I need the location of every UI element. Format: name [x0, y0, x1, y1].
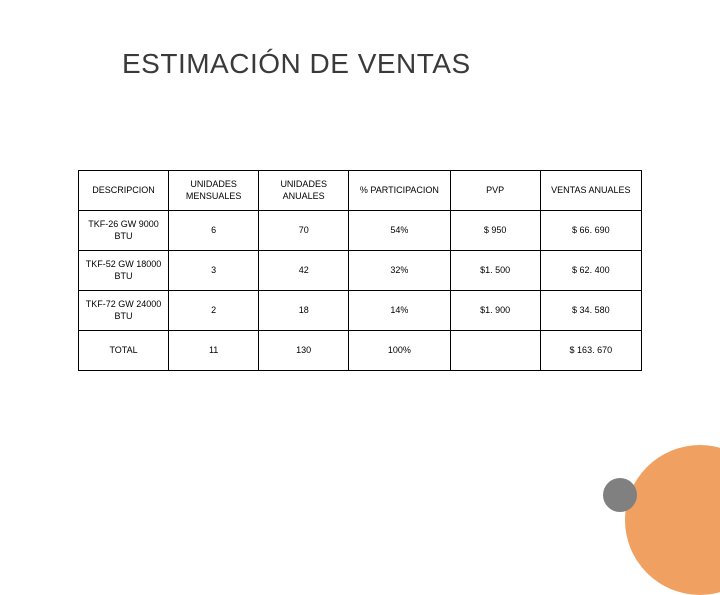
cell-va: $ 34. 580 [540, 291, 641, 331]
table-header-row: DESCRIPCION UNIDADES MENSUALES UNIDADES … [79, 171, 642, 211]
col-header-descripcion: DESCRIPCION [79, 171, 169, 211]
cell-part: 32% [349, 251, 450, 291]
col-header-pvp: PVP [450, 171, 540, 211]
cell-desc: TOTAL [79, 331, 169, 371]
cell-va: $ 66. 690 [540, 211, 641, 251]
cell-part: 54% [349, 211, 450, 251]
cell-um: 6 [169, 211, 259, 251]
col-header-ventas-anuales: VENTAS ANUALES [540, 171, 641, 211]
cell-ua: 42 [259, 251, 349, 291]
cell-pvp: $ 950 [450, 211, 540, 251]
cell-ua: 70 [259, 211, 349, 251]
cell-va: $ 163. 670 [540, 331, 641, 371]
cell-um: 3 [169, 251, 259, 291]
decorative-circle-large [625, 445, 720, 595]
cell-desc: TKF-72 GW 24000 BTU [79, 291, 169, 331]
cell-part: 100% [349, 331, 450, 371]
col-header-unidades-anuales: UNIDADES ANUALES [259, 171, 349, 211]
cell-pvp: $1. 900 [450, 291, 540, 331]
cell-desc: TKF-52 GW 18000 BTU [79, 251, 169, 291]
cell-va: $ 62. 400 [540, 251, 641, 291]
cell-um: 11 [169, 331, 259, 371]
cell-ua: 18 [259, 291, 349, 331]
slide: ESTIMACIÓN DE VENTAS DESCRIPCION UNIDADE… [0, 0, 720, 540]
table-row: TKF-26 GW 9000 BTU 6 70 54% $ 950 $ 66. … [79, 211, 642, 251]
table-row-total: TOTAL 11 130 100% $ 163. 670 [79, 331, 642, 371]
sales-table-container: DESCRIPCION UNIDADES MENSUALES UNIDADES … [78, 170, 642, 371]
col-header-participacion: % PARTICIPACION [349, 171, 450, 211]
table-row: TKF-72 GW 24000 BTU 2 18 14% $1. 900 $ 3… [79, 291, 642, 331]
cell-um: 2 [169, 291, 259, 331]
cell-ua: 130 [259, 331, 349, 371]
col-header-unidades-mensuales: UNIDADES MENSUALES [169, 171, 259, 211]
cell-pvp [450, 331, 540, 371]
table-row: TKF-52 GW 18000 BTU 3 42 32% $1. 500 $ 6… [79, 251, 642, 291]
page-title: ESTIMACIÓN DE VENTAS [122, 48, 471, 80]
cell-pvp: $1. 500 [450, 251, 540, 291]
sales-table: DESCRIPCION UNIDADES MENSUALES UNIDADES … [78, 170, 642, 371]
cell-part: 14% [349, 291, 450, 331]
cell-desc: TKF-26 GW 9000 BTU [79, 211, 169, 251]
decorative-circle-small [603, 478, 637, 512]
